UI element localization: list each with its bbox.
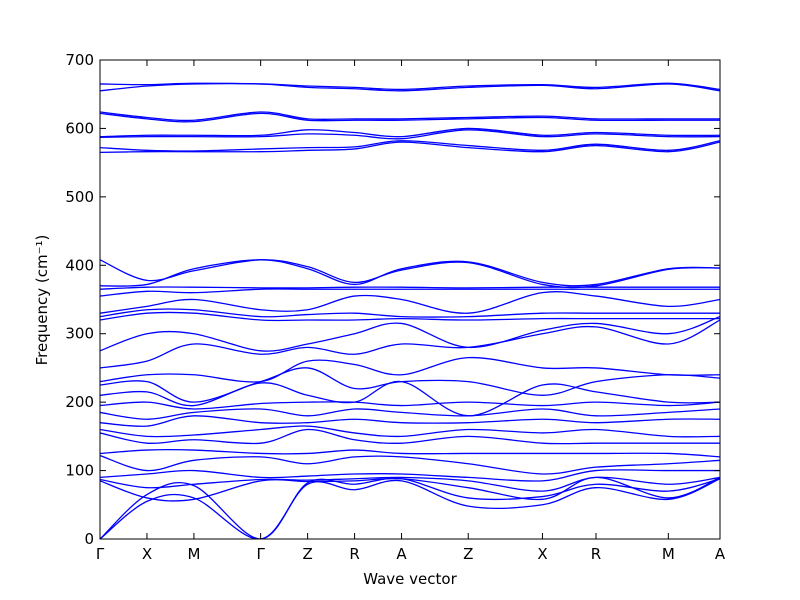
band-line <box>100 448 720 458</box>
x-tick-label: Γ <box>96 545 105 563</box>
y-tick-label: 400 <box>65 256 94 274</box>
band-line <box>100 478 720 539</box>
x-tick-label: Z <box>463 545 473 563</box>
band-line <box>100 308 720 318</box>
band-line <box>100 357 720 383</box>
band-line <box>100 476 720 492</box>
band-lines <box>100 82 720 539</box>
band-line <box>100 469 720 482</box>
x-tick-label: M <box>662 545 675 563</box>
band-line <box>100 112 720 123</box>
band-line <box>100 286 720 290</box>
y-tick-label: 200 <box>65 393 94 411</box>
band-line <box>100 259 720 287</box>
y-tick-label: 500 <box>65 188 94 206</box>
band-line <box>100 82 720 91</box>
band-line <box>100 291 720 314</box>
band-line <box>100 259 720 289</box>
band-line <box>100 401 720 410</box>
band-line <box>100 454 720 475</box>
plot-frame <box>99 59 721 540</box>
band-line <box>100 311 720 322</box>
y-axis-ticks: 0 100 200 300 400 500 600 700 <box>65 51 720 548</box>
x-tick-label: Γ <box>256 545 265 563</box>
band-line <box>100 129 720 140</box>
y-tick-label: 300 <box>65 325 94 343</box>
y-tick-label: 600 <box>65 119 94 137</box>
x-tick-label: X <box>142 545 152 563</box>
band-line <box>100 380 720 417</box>
y-tick-label: 0 <box>84 530 94 548</box>
y-axis-label: Frequency (cm⁻¹) <box>33 235 51 366</box>
band-line <box>100 315 720 352</box>
band-line <box>100 425 720 438</box>
band-line <box>100 127 720 138</box>
x-axis-label: Wave vector <box>363 570 457 588</box>
band-line <box>100 367 720 403</box>
y-tick-label: 100 <box>65 462 94 480</box>
band-line <box>100 288 720 297</box>
band-line <box>100 140 720 152</box>
band-line <box>100 141 720 154</box>
band-line <box>100 319 720 369</box>
band-line <box>100 428 720 445</box>
x-tick-label: R <box>591 545 601 563</box>
band-line <box>100 415 720 427</box>
x-tick-label: X <box>537 545 547 563</box>
x-tick-label: A <box>715 545 726 563</box>
band-line <box>100 477 720 539</box>
band-line <box>100 408 720 420</box>
x-tick-label: A <box>396 545 407 563</box>
band-line <box>100 82 720 92</box>
x-tick-label: M <box>187 545 200 563</box>
y-tick-label: 700 <box>65 51 94 69</box>
x-tick-label: Z <box>302 545 312 563</box>
x-tick-label: R <box>349 545 359 563</box>
band-line <box>100 111 720 122</box>
